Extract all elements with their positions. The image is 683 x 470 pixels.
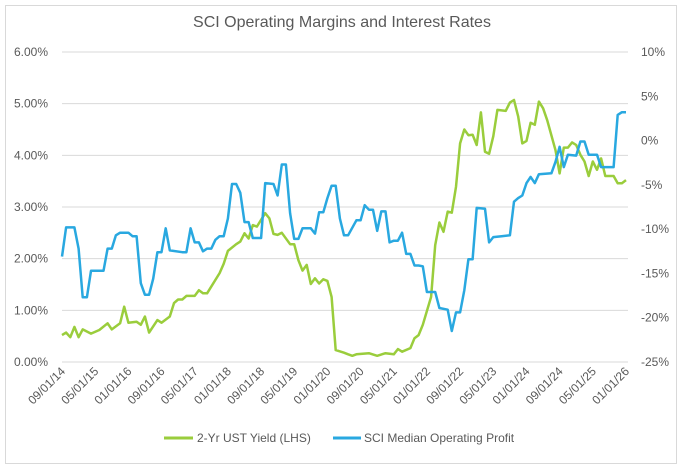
legend-label-ust-yield: 2-Yr UST Yield (LHS) (197, 431, 311, 445)
right-y-tick-label: -15% (641, 266, 669, 280)
right-y-tick-label: 10% (641, 45, 665, 59)
chart-frame (5, 5, 677, 464)
legend-label-operating-profit: SCI Median Operating Profit (364, 431, 515, 445)
right-y-tick-label: -10% (641, 222, 669, 236)
left-y-tick-label: 0.00% (14, 355, 48, 369)
left-y-tick-label: 4.00% (14, 148, 48, 162)
x-axis: 09/01/1405/01/1501/01/1609/01/1605/01/17… (25, 364, 632, 407)
right-y-axis: -25% -20% -15% -10% -5% 0% 5% 10% (641, 45, 669, 369)
left-y-tick-label: 5.00% (14, 97, 48, 111)
legend: 2-Yr UST Yield (LHS) SCI Median Operatin… (164, 431, 515, 445)
gridlines (62, 51, 628, 363)
left-y-tick-label: 1.00% (14, 303, 48, 317)
series-line-ust-yield (61, 98, 627, 358)
series-line-operating-profit (60, 110, 626, 333)
right-y-tick-label: 5% (641, 89, 659, 103)
x-tick-label: 01/01/26 (589, 364, 632, 407)
left-y-tick-label: 6.00% (14, 45, 48, 59)
right-y-tick-label: -25% (641, 355, 669, 369)
left-y-tick-label: 2.00% (14, 252, 48, 266)
series-lines (60, 98, 627, 358)
right-y-tick-label: 0% (641, 134, 659, 148)
left-y-tick-label: 3.00% (14, 200, 48, 214)
right-y-tick-label: -5% (641, 178, 663, 192)
right-y-tick-label: -20% (641, 311, 669, 325)
left-y-axis: 0.00% 1.00% 2.00% 3.00% 4.00% 5.00% 6.00% (14, 45, 48, 369)
chart-title: SCI Operating Margins and Interest Rates (193, 14, 491, 31)
